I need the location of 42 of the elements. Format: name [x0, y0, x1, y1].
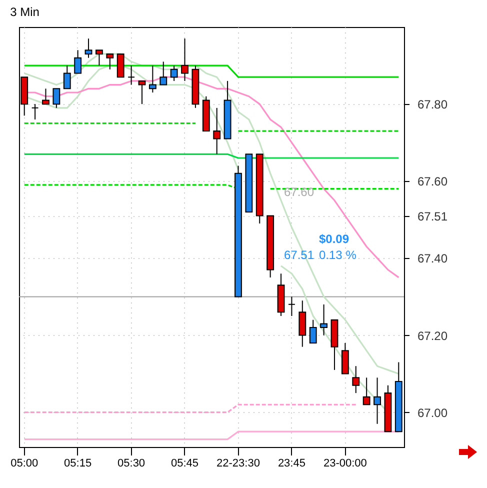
annotation: $0.09 — [319, 232, 350, 246]
x-tick-label: 22-23:30 — [216, 458, 260, 470]
candlestick — [362, 377, 370, 406]
y-tick-label: 67.51 — [418, 209, 448, 224]
candlestick — [31, 104, 39, 120]
candlestick — [138, 80, 146, 105]
x-tick-label: 05:45 — [171, 458, 199, 470]
candlestick — [74, 50, 82, 74]
y-tick-label: 67.20 — [418, 328, 448, 343]
candlestick — [42, 88, 50, 105]
candlestick — [298, 300, 306, 348]
candlestick — [181, 38, 188, 82]
candlestick — [374, 377, 381, 424]
annotation: 0.13 % — [319, 248, 357, 262]
candlestick — [309, 319, 317, 344]
y-tick-label: 67.60 — [418, 174, 448, 189]
y-tick-label: 67.00 — [418, 406, 448, 420]
candlestick — [52, 88, 60, 108]
candlestick — [63, 65, 71, 90]
candlestick — [96, 50, 103, 66]
annotation: 67.60 — [284, 185, 314, 199]
x-tick-label: 05:30 — [118, 458, 146, 470]
candlestick — [341, 342, 349, 374]
y-tick-label: 67.40 — [418, 252, 448, 266]
candlestick — [148, 65, 156, 94]
x-tick-label: 23:45 — [278, 458, 306, 470]
candlestick — [128, 65, 135, 86]
candlestick — [352, 366, 360, 394]
candlestick — [320, 304, 328, 336]
x-tick-label: 05:15 — [64, 458, 92, 470]
candlestick — [160, 61, 168, 86]
candlestick — [106, 53, 114, 70]
candlestick — [213, 107, 221, 155]
x-tick-label: 23-00:00 — [323, 458, 367, 470]
candlestick — [116, 53, 124, 78]
candlestick — [84, 38, 92, 58]
candlestick — [288, 296, 296, 316]
y-tick-label: 67.80 — [418, 98, 448, 112]
chart-title: 3 Min — [10, 5, 40, 19]
annotation: 67.51 — [284, 248, 314, 262]
candlestick — [170, 65, 178, 82]
x-tick-label: 05:00 — [10, 458, 38, 470]
